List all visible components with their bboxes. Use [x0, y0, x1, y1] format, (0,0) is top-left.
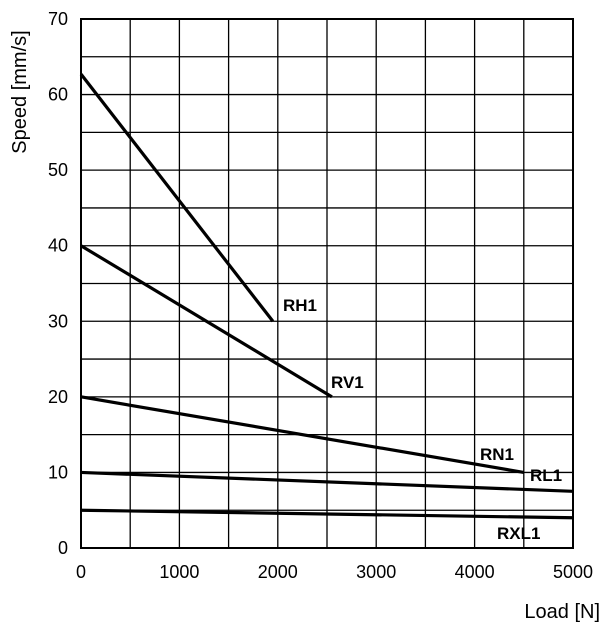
y-tick-labels: 0 10 20 30 40 50 60 70: [48, 9, 68, 558]
x-tick-label: 4000: [455, 562, 495, 582]
x-tick-label: 5000: [553, 562, 593, 582]
series-label-rh1: RH1: [283, 296, 317, 315]
x-tick-label: 0: [76, 562, 86, 582]
series-labels: RH1 RV1 RN1 RL1 RXL1: [283, 296, 562, 543]
y-tick-label: 60: [48, 85, 68, 105]
y-tick-label: 70: [48, 9, 68, 29]
y-tick-label: 10: [48, 462, 68, 482]
series-line-rl1: [80, 470, 574, 493]
y-tick-label: 30: [48, 311, 68, 331]
x-tick-labels: 0 1000 2000 3000 4000 5000: [76, 562, 593, 582]
series-line-rv1: [80, 244, 333, 399]
y-axis-label: Speed [mm/s]: [9, 30, 31, 153]
series-label-rn1: RN1: [480, 445, 514, 464]
series-line-rh1: [79, 73, 275, 323]
series-lines: [79, 73, 574, 520]
grid: [81, 19, 573, 548]
plot-frame: [80, 18, 574, 549]
x-axis-label: Load [N]: [524, 601, 600, 623]
x-tick-label: 3000: [356, 562, 396, 582]
x-tick-label: 1000: [159, 562, 199, 582]
y-tick-label: 40: [48, 236, 68, 256]
series-label-rxl1: RXL1: [497, 524, 540, 543]
series-line-rn1: [80, 395, 525, 475]
series-label-rv1: RV1: [331, 373, 364, 392]
series-label-rl1: RL1: [530, 466, 562, 485]
x-tick-label: 2000: [258, 562, 298, 582]
series-line-rxl1: [80, 508, 574, 520]
y-tick-label: 50: [48, 160, 68, 180]
y-tick-label: 20: [48, 387, 68, 407]
y-tick-label: 0: [58, 538, 68, 558]
